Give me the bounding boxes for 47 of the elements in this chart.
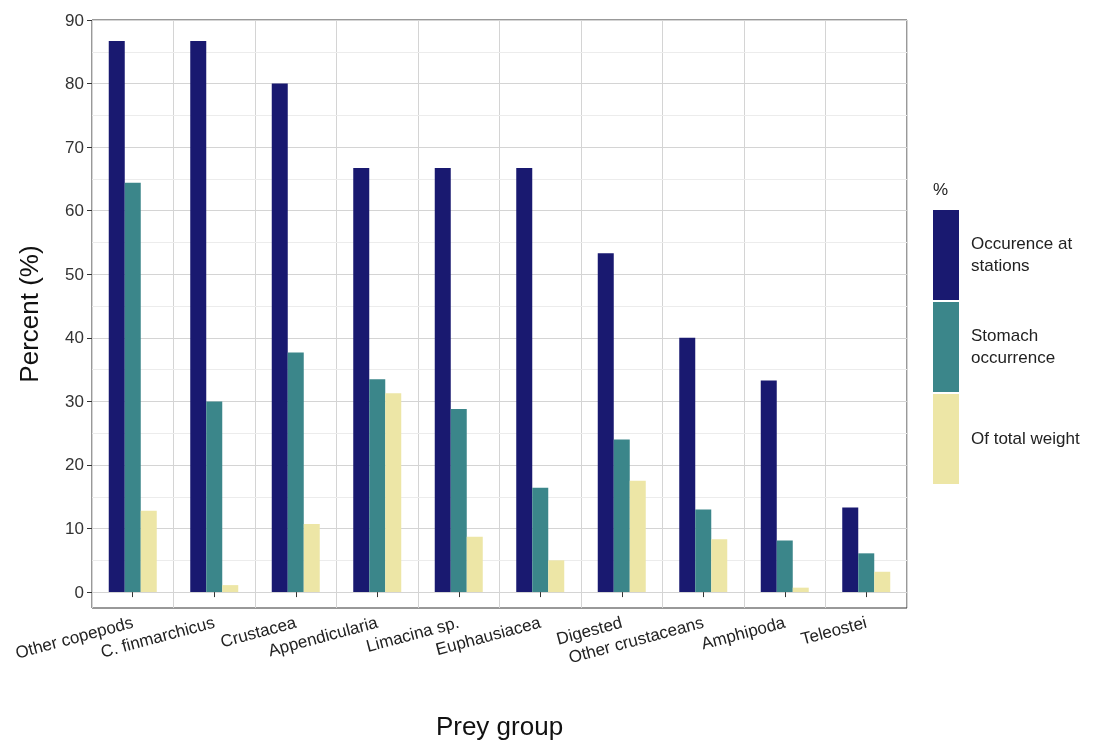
y-tick-label: 10 — [65, 519, 84, 539]
bar — [434, 168, 451, 593]
y-tick-label: 20 — [65, 455, 84, 475]
text: Of total weight — [971, 428, 1081, 450]
bar — [629, 480, 646, 593]
bar — [222, 585, 239, 593]
bar — [385, 393, 402, 593]
bar — [206, 401, 223, 593]
bar — [124, 182, 141, 593]
bar — [450, 409, 467, 593]
y-tick-label: 30 — [65, 391, 84, 411]
bar — [858, 553, 875, 593]
bar — [271, 83, 288, 593]
bar — [353, 168, 370, 593]
bar — [874, 571, 891, 593]
bar — [679, 337, 696, 593]
bar — [597, 253, 614, 593]
y-tick-label: 40 — [65, 328, 84, 348]
bar — [711, 539, 728, 593]
bar — [613, 439, 630, 593]
bar — [842, 507, 859, 593]
text: Occurence at stations — [971, 233, 1074, 277]
bar — [760, 380, 777, 593]
y-tick-label: 80 — [65, 74, 84, 94]
bar — [303, 524, 320, 593]
text: Stomach occurrence — [971, 325, 1057, 369]
x-axis-title: Prey group — [435, 711, 564, 741]
bar — [516, 168, 533, 593]
bar — [532, 487, 549, 593]
bar — [695, 509, 712, 593]
y-tick-label: 70 — [65, 137, 84, 157]
bar — [140, 510, 157, 593]
y-tick-label: 50 — [65, 264, 84, 284]
bar — [776, 540, 793, 593]
legend-title: % — [933, 180, 950, 200]
bar — [466, 536, 483, 593]
bar — [190, 40, 207, 593]
bar — [548, 560, 565, 593]
y-tick-label: 60 — [65, 201, 84, 221]
bar — [792, 587, 809, 593]
x-tick-label: Teleostei — [798, 612, 869, 649]
y-tick-label: 0 — [74, 582, 84, 602]
y-axis-title: Percent (%) — [14, 245, 44, 383]
bar — [369, 379, 386, 593]
bar — [108, 40, 125, 593]
bar — [287, 352, 304, 593]
y-tick-label: 90 — [65, 10, 84, 30]
